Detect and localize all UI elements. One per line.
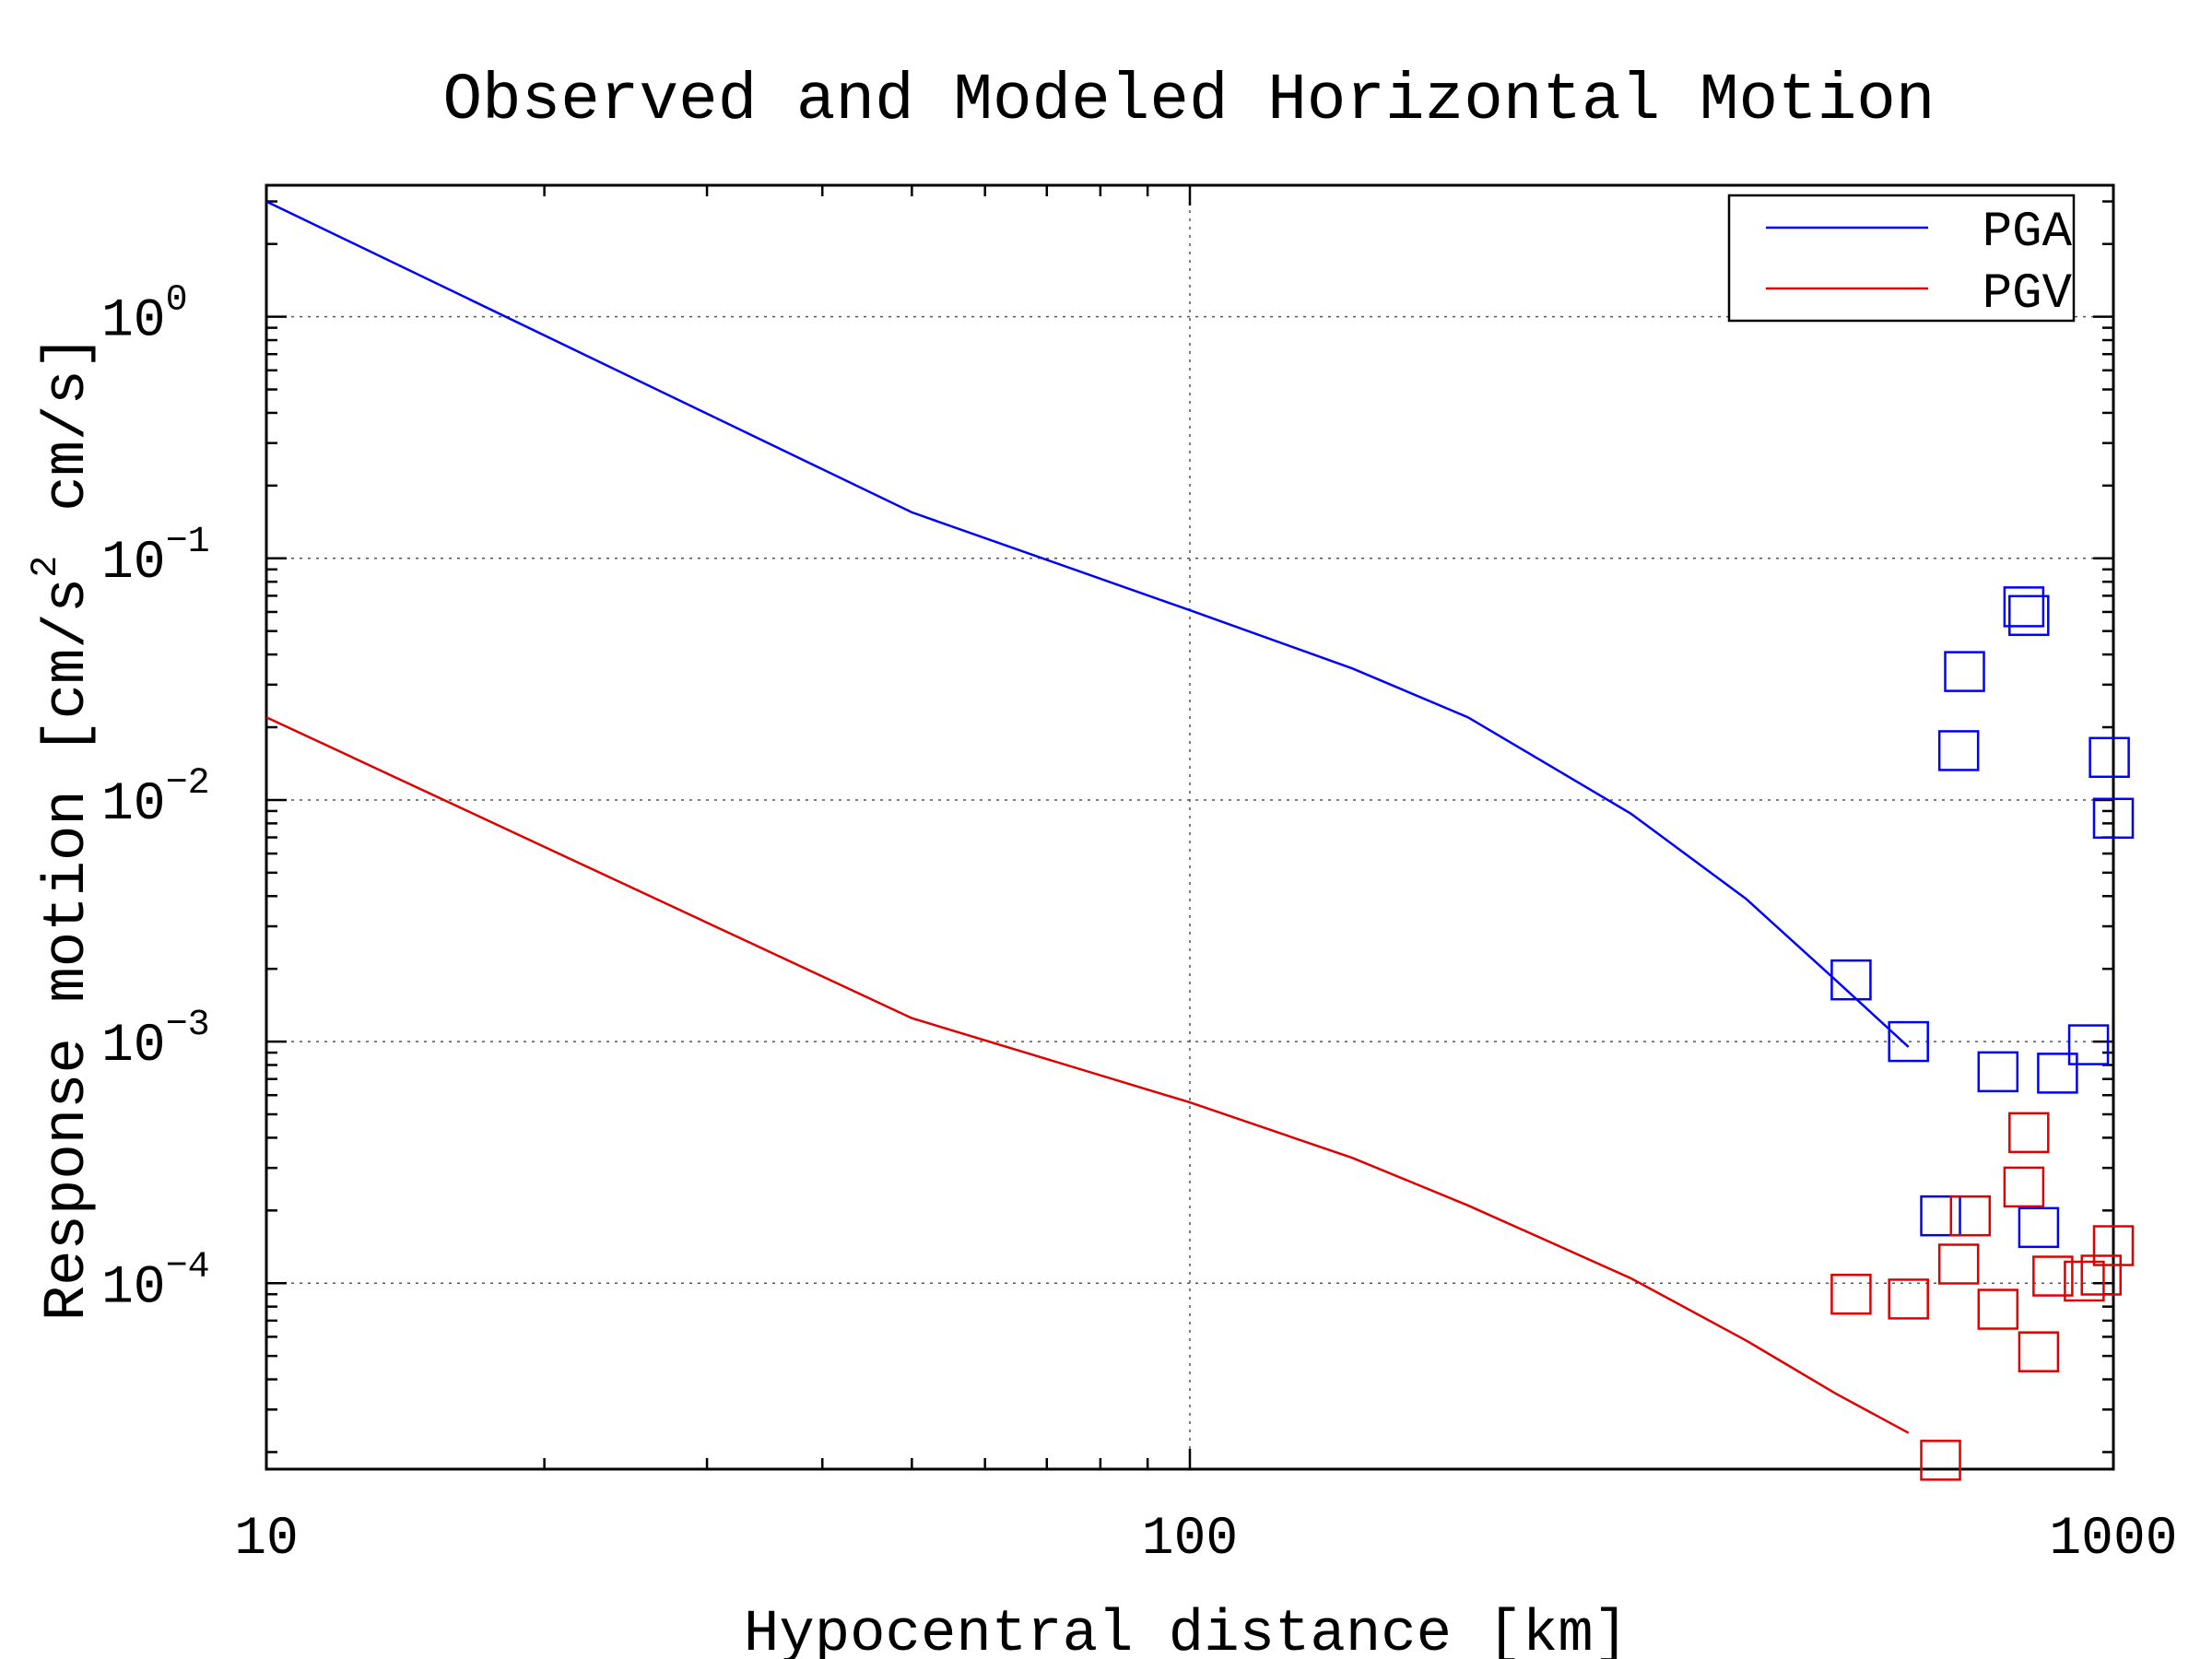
observed-point-pgv (1977, 1288, 2019, 1330)
observed-point-pgv (2008, 1112, 2050, 1154)
observed-point-pgv (2064, 1260, 2105, 1302)
observed-point-pga (2018, 1206, 2060, 1249)
y-tick-label-base: 10 (101, 292, 166, 352)
observed-point-pgv (1949, 1194, 1992, 1237)
y-axis-label: Response motion [cm/s2 cm/s] (26, 335, 101, 1322)
y-tick-label-exponent: −4 (166, 1246, 210, 1288)
observed-point-pga (1830, 959, 1872, 1001)
plot-frame (265, 183, 2115, 1471)
observed-point-pga (2037, 1053, 2078, 1094)
observed-point-pga (2008, 594, 2050, 637)
legend-label-pgv: PGV (1983, 266, 2073, 323)
y-tick-label-base: 10 (101, 1017, 166, 1077)
observed-point-pga (2092, 797, 2135, 840)
observed-point-pgv (2032, 1255, 2074, 1297)
x-tick-label: 10 (234, 1510, 299, 1570)
y-tick-label-base: 10 (101, 534, 166, 594)
y-tick-label: 10−2 (101, 763, 210, 835)
x-tick-label: 100 (1142, 1510, 1238, 1570)
observed-point-pga (1977, 1051, 2019, 1093)
y-tick-label: 100 (101, 280, 188, 352)
y-tick-label: 10−1 (101, 522, 210, 594)
model-lines (265, 200, 1910, 1434)
observed-point-pga (2003, 586, 2045, 628)
observed-point-pgv (2018, 1331, 2060, 1372)
series-line-pgv (265, 716, 1910, 1434)
observed-point-pga (1937, 730, 1980, 771)
chart-title: Observed and Modeled Horizontal Motion (442, 65, 1935, 138)
grid-lines (266, 185, 2113, 1469)
y-tick-label: 10−3 (101, 1005, 210, 1077)
observed-markers (1830, 586, 2135, 1481)
x-tick-labels: 10 100 1000 (234, 1510, 2177, 1570)
observed-point-pgv (1830, 1274, 1872, 1315)
observed-point-pgv (2003, 1166, 2045, 1208)
y-axis-label-exponent: 2 (26, 556, 67, 578)
observed-point-pga (1944, 651, 1985, 692)
observed-point-pga (2067, 1024, 2110, 1065)
y-tick-label-exponent: 0 (166, 280, 188, 322)
y-tick-label-exponent: −2 (166, 763, 210, 805)
series-line-pga (265, 200, 1910, 1048)
observed-point-pga (1888, 1020, 1929, 1063)
x-axis-label: Hypocentral distance [km] (744, 1602, 1629, 1659)
observed-point-pga (1920, 1194, 1961, 1237)
x-tick-label: 1000 (2049, 1510, 2177, 1570)
observed-point-pgv (1920, 1440, 1961, 1481)
observed-point-pga (2088, 736, 2130, 779)
observed-point-pgv (1937, 1243, 1980, 1285)
y-axis-label-tail: cm/s] (35, 335, 101, 512)
observed-point-pgv (1888, 1278, 1929, 1320)
y-tick-label-base: 10 (101, 1258, 166, 1318)
legend-box (1727, 194, 2076, 323)
y-tick-label-exponent: −3 (166, 1005, 210, 1046)
observed-point-pgv (2080, 1254, 2122, 1296)
y-axis-label-main: Response motion [cm/s (35, 578, 101, 1322)
observed-point-pgv (2092, 1225, 2135, 1266)
legend: PGA PGV (1727, 194, 2076, 323)
y-tick-label-exponent: −1 (166, 522, 210, 563)
y-tick-label: 10−4 (101, 1246, 210, 1318)
y-tick-label-base: 10 (101, 775, 166, 835)
legend-label-pga: PGA (1983, 205, 2073, 261)
